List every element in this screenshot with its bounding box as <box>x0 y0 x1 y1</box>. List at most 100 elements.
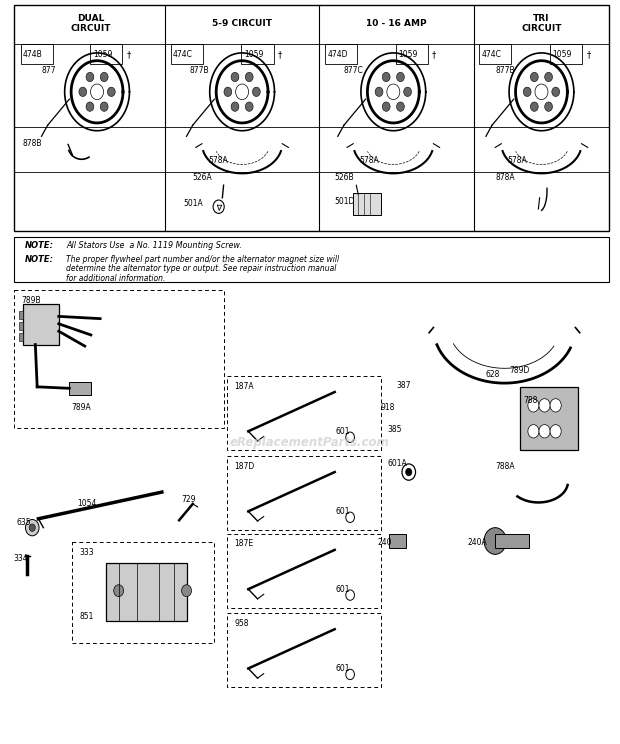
Bar <box>396 45 428 65</box>
Circle shape <box>528 425 539 438</box>
Bar <box>19 333 23 341</box>
Text: 601: 601 <box>335 664 350 673</box>
Circle shape <box>397 72 404 82</box>
Text: 474D: 474D <box>327 51 348 60</box>
Circle shape <box>375 87 383 97</box>
Bar <box>106 563 187 621</box>
Text: 789D: 789D <box>510 366 530 375</box>
Circle shape <box>246 102 253 112</box>
Text: 1059: 1059 <box>398 51 418 60</box>
Text: eReplacementParts.com: eReplacementParts.com <box>230 436 390 449</box>
Circle shape <box>91 84 104 100</box>
Text: 789B: 789B <box>21 296 41 305</box>
Circle shape <box>550 425 561 438</box>
Bar <box>495 533 529 548</box>
Text: 601A: 601A <box>387 458 407 468</box>
Circle shape <box>539 425 550 438</box>
Text: 240: 240 <box>378 538 392 547</box>
Circle shape <box>252 87 260 97</box>
Circle shape <box>405 469 412 475</box>
Text: 501A: 501A <box>184 199 203 208</box>
Circle shape <box>383 102 390 112</box>
Text: TRI
CIRCUIT: TRI CIRCUIT <box>521 14 562 33</box>
Text: 187E: 187E <box>234 539 253 548</box>
Text: 474C: 474C <box>482 51 502 60</box>
Circle shape <box>236 84 249 100</box>
Circle shape <box>182 585 192 597</box>
Text: 877B: 877B <box>495 65 515 75</box>
Text: 878B: 878B <box>23 139 43 148</box>
Circle shape <box>531 72 538 82</box>
Circle shape <box>539 399 550 412</box>
Text: 601: 601 <box>335 585 350 594</box>
Bar <box>69 382 91 395</box>
Text: 385: 385 <box>387 426 402 434</box>
Text: DUAL
CIRCUIT: DUAL CIRCUIT <box>71 14 111 33</box>
Circle shape <box>545 102 552 112</box>
Text: 187A: 187A <box>234 382 254 391</box>
Bar <box>14 237 609 281</box>
Circle shape <box>545 72 552 82</box>
Text: 958: 958 <box>234 619 249 628</box>
Bar <box>14 290 224 428</box>
Bar <box>23 304 59 344</box>
Text: 501D: 501D <box>335 197 355 206</box>
Bar <box>227 376 381 450</box>
Circle shape <box>550 399 561 412</box>
Text: †: † <box>587 51 591 60</box>
Bar <box>325 45 357 65</box>
Circle shape <box>535 84 548 100</box>
Circle shape <box>552 87 560 97</box>
Circle shape <box>484 527 507 554</box>
Text: 240A: 240A <box>467 538 487 547</box>
Text: †: † <box>432 51 436 60</box>
Bar <box>227 533 381 608</box>
Bar <box>520 387 578 450</box>
Circle shape <box>86 72 94 82</box>
Circle shape <box>523 87 531 97</box>
Circle shape <box>100 72 108 82</box>
Text: 1059: 1059 <box>93 51 112 60</box>
Text: 334: 334 <box>14 554 29 563</box>
Text: 5-9 CIRCUIT: 5-9 CIRCUIT <box>212 19 272 28</box>
Bar <box>14 5 609 231</box>
Text: 1054: 1054 <box>77 499 96 508</box>
Circle shape <box>231 102 239 112</box>
Circle shape <box>107 87 115 97</box>
Bar <box>19 322 23 330</box>
Bar <box>227 613 381 687</box>
Text: 635: 635 <box>17 518 32 527</box>
Text: 387: 387 <box>396 381 411 390</box>
Circle shape <box>29 524 35 531</box>
Text: 1059: 1059 <box>552 51 572 60</box>
Text: 187D: 187D <box>234 461 254 471</box>
Text: 578A: 578A <box>508 156 527 165</box>
Circle shape <box>528 399 539 412</box>
Text: 729: 729 <box>182 495 196 504</box>
Bar <box>20 45 53 65</box>
Text: 788A: 788A <box>495 462 515 472</box>
Bar <box>19 311 23 318</box>
Text: 578A: 578A <box>360 156 379 165</box>
Text: †: † <box>126 51 131 60</box>
Text: 10 - 16 AMP: 10 - 16 AMP <box>366 19 427 28</box>
Text: 526A: 526A <box>193 173 213 182</box>
Bar <box>91 45 122 65</box>
Circle shape <box>86 102 94 112</box>
Bar <box>170 45 203 65</box>
Text: 789A: 789A <box>72 403 92 412</box>
Text: The proper flywheel part number and/or the alternator magnet size will: The proper flywheel part number and/or t… <box>66 255 339 264</box>
Text: All Stators Use  a No. 1119 Mounting Screw.: All Stators Use a No. 1119 Mounting Scre… <box>66 242 242 251</box>
Text: 601: 601 <box>335 507 350 516</box>
Text: 628: 628 <box>486 370 500 379</box>
Circle shape <box>79 87 87 97</box>
Text: 474C: 474C <box>173 51 193 60</box>
Text: 877B: 877B <box>190 65 210 75</box>
Bar <box>353 193 381 215</box>
Circle shape <box>224 87 232 97</box>
Circle shape <box>404 87 412 97</box>
Circle shape <box>397 102 404 112</box>
Text: 788: 788 <box>523 396 538 405</box>
Bar <box>479 45 511 65</box>
Bar <box>241 45 273 65</box>
